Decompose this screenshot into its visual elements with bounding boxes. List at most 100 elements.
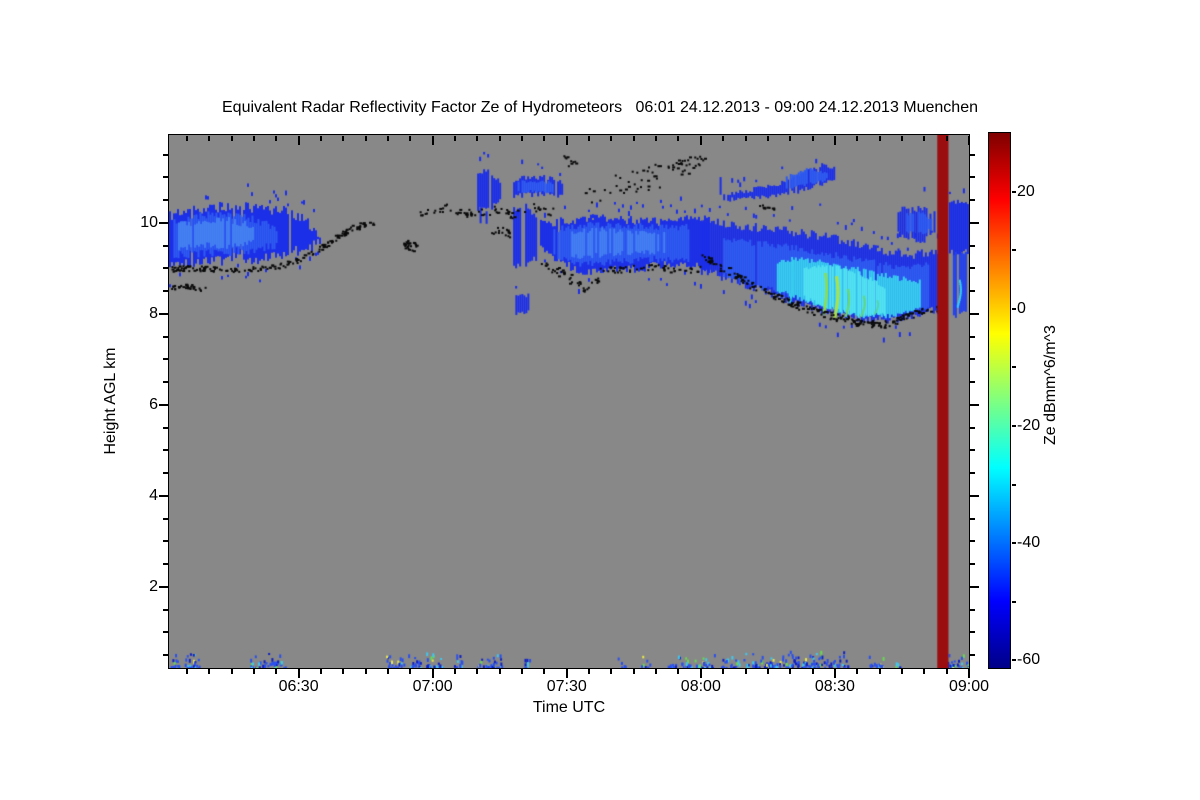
x-tick-label: 07:30 <box>546 678 587 695</box>
x-tick-mark <box>632 136 635 141</box>
x-tick-mark <box>521 136 524 141</box>
colorbar <box>988 132 1011 669</box>
colorbar-tick-mark <box>1012 483 1016 486</box>
x-tick-mark <box>856 136 859 141</box>
x-tick-mark <box>610 136 613 141</box>
y-tick-mark <box>163 631 168 634</box>
x-tick-mark <box>744 669 747 674</box>
y-tick-mark <box>970 654 975 657</box>
x-tick-label: 07:00 <box>412 678 453 695</box>
x-tick-mark <box>521 669 524 674</box>
x-tick-mark <box>833 669 836 678</box>
x-tick-mark <box>319 669 322 674</box>
y-tick-mark <box>970 517 975 520</box>
y-tick-mark <box>970 244 975 247</box>
x-tick-mark <box>476 136 479 141</box>
y-tick-label: 6 <box>149 395 158 413</box>
y-tick-mark <box>159 494 168 497</box>
y-tick-mark <box>970 335 975 338</box>
x-tick-mark <box>900 136 903 141</box>
x-tick-mark <box>900 669 903 674</box>
y-tick-mark <box>970 358 975 361</box>
y-tick-mark <box>163 608 168 611</box>
y-tick-mark <box>970 153 975 156</box>
y-tick-mark <box>159 585 168 588</box>
x-tick-mark <box>677 136 680 141</box>
x-tick-mark <box>498 669 501 674</box>
x-tick-mark <box>588 669 591 674</box>
colorbar-tick-label: 0 <box>1017 299 1026 317</box>
x-tick-mark <box>968 136 970 145</box>
x-tick-mark <box>208 669 211 674</box>
y-tick-mark <box>163 358 168 361</box>
x-tick-mark <box>878 136 881 141</box>
y-tick-mark <box>970 290 975 293</box>
colorbar-tick-label: -60 <box>1017 651 1041 669</box>
x-tick-mark <box>588 136 591 141</box>
x-tick-mark <box>789 669 792 674</box>
x-tick-mark <box>923 669 926 674</box>
x-tick-mark <box>409 669 412 674</box>
x-tick-mark <box>722 669 725 674</box>
x-tick-mark <box>386 669 389 674</box>
x-tick-mark <box>386 136 389 141</box>
y-tick-mark <box>163 199 168 202</box>
colorbar-tick-mark <box>1012 600 1016 603</box>
x-tick-mark <box>856 669 859 674</box>
y-tick-label: 2 <box>149 577 158 595</box>
x-tick-mark <box>342 136 345 141</box>
y-tick-mark <box>970 631 975 634</box>
x-tick-mark <box>297 669 300 678</box>
chart-title: Equivalent Radar Reflectivity Factor Ze … <box>222 99 978 116</box>
colorbar-tick-mark <box>1012 366 1016 369</box>
x-tick-mark <box>275 669 278 674</box>
y-tick-mark <box>970 540 975 543</box>
y-tick-mark <box>159 312 168 315</box>
colorbar-tick-mark <box>1012 542 1016 545</box>
x-tick-mark <box>409 136 412 141</box>
x-tick-mark <box>699 669 702 678</box>
x-tick-mark <box>811 136 814 141</box>
y-tick-mark <box>163 176 168 179</box>
y-tick-label: 8 <box>149 304 158 322</box>
x-tick-label: 08:30 <box>814 678 855 695</box>
y-tick-mark <box>970 312 979 315</box>
x-tick-mark <box>185 669 188 674</box>
plot-area <box>168 134 970 669</box>
y-tick-mark <box>970 449 975 452</box>
y-tick-mark <box>970 381 975 384</box>
x-tick-mark <box>230 136 233 141</box>
colorbar-tick-mark <box>1012 307 1016 310</box>
x-tick-mark <box>766 669 769 674</box>
colorbar-tick-label: 20 <box>1017 182 1035 200</box>
x-tick-mark <box>252 669 255 674</box>
x-tick-mark <box>655 669 658 674</box>
colorbar-tick-label: -20 <box>1017 416 1041 434</box>
x-tick-mark <box>319 136 322 141</box>
y-tick-mark <box>163 426 168 429</box>
y-tick-mark <box>163 449 168 452</box>
y-tick-mark <box>163 381 168 384</box>
x-tick-label: 08:00 <box>680 678 721 695</box>
x-tick-mark <box>185 136 188 141</box>
x-tick-mark <box>364 136 367 141</box>
x-tick-mark <box>297 136 300 145</box>
colorbar-tick-mark <box>1012 424 1016 427</box>
x-tick-mark <box>454 136 457 141</box>
y-tick-mark <box>970 426 975 429</box>
x-tick-mark <box>364 669 367 674</box>
y-tick-mark <box>970 472 975 475</box>
colorbar-gradient <box>989 133 1010 668</box>
y-tick-mark <box>970 176 975 179</box>
x-tick-mark <box>968 669 970 678</box>
y-tick-mark <box>970 403 979 406</box>
x-tick-mark <box>811 669 814 674</box>
y-tick-label: 10 <box>140 213 158 231</box>
y-tick-label: 4 <box>149 486 158 504</box>
colorbar-tick-mark <box>1012 249 1016 252</box>
y-tick-mark <box>163 654 168 657</box>
y-tick-mark <box>163 335 168 338</box>
y-tick-mark <box>163 472 168 475</box>
x-tick-mark <box>342 669 345 674</box>
